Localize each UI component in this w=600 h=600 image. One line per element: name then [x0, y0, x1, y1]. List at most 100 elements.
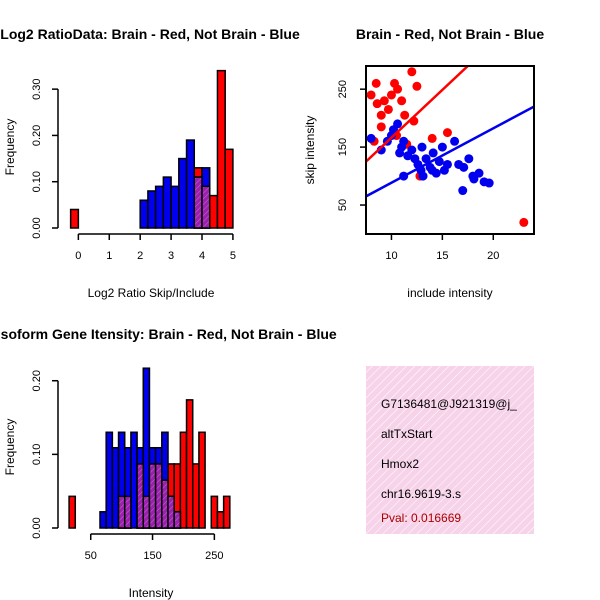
- info-pval: Pval: 0.016669: [381, 511, 461, 525]
- x-tick-label: 0: [75, 250, 81, 262]
- bar-brain: [69, 208, 80, 229]
- info-event: altTxStart: [381, 427, 433, 441]
- point-brain: [366, 90, 376, 100]
- y-tick-label: 0.30: [31, 78, 43, 99]
- bar-not-brain: [178, 157, 188, 229]
- x-tick-label: 150: [143, 550, 161, 562]
- y-tick-label: 150: [337, 138, 349, 156]
- chart-title: Skip Isoform Gene Itensity: Brain - Red,…: [0, 326, 337, 342]
- y-axis-label: Frequency: [3, 119, 17, 176]
- point-brain: [407, 67, 417, 77]
- bar-overlap: [123, 495, 132, 529]
- point-not-brain: [442, 159, 452, 169]
- bar-overlap: [154, 463, 163, 529]
- plot-frame: [365, 65, 535, 235]
- y-tick-label: 0.20: [31, 125, 43, 146]
- bar-overlap: [136, 463, 145, 529]
- scatter-plot-area: [366, 66, 534, 227]
- x-tick-label: 1: [106, 250, 112, 262]
- point-not-brain: [428, 148, 438, 158]
- bar-brain: [216, 511, 225, 529]
- x-tick-label: 5: [230, 250, 236, 262]
- bar-not-brain: [99, 511, 107, 529]
- bar-brain: [198, 431, 206, 529]
- point-brain: [371, 78, 381, 88]
- x-tick-label: 3: [168, 250, 174, 262]
- point-brain: [376, 110, 386, 120]
- x-tick-label: 4: [199, 250, 205, 262]
- point-not-brain: [459, 162, 469, 172]
- point-not-brain: [468, 171, 478, 181]
- y-tick-label: 50: [337, 199, 349, 211]
- point-not-brain: [450, 136, 460, 146]
- y-tick-label: 0.20: [31, 370, 43, 391]
- y-axis-label: skip intensity: [303, 116, 317, 185]
- bar-brain: [191, 463, 200, 529]
- point-not-brain: [393, 119, 403, 129]
- point-not-brain: [421, 154, 431, 164]
- point-not-brain: [458, 186, 468, 196]
- y-tick-label: 250: [337, 80, 349, 98]
- point-brain: [372, 99, 382, 109]
- point-not-brain: [417, 142, 427, 152]
- histogram-intensity: 50 150 250 0.00 0.10 0.20 Skip Isoform Gene It…: [0, 326, 337, 600]
- bar-not-brain: [105, 431, 114, 529]
- bar-not-brain: [170, 185, 180, 229]
- bar-overlap: [167, 495, 175, 529]
- chart-title: Log2 RatioData: Brain - Red, Not Brain -…: [0, 26, 300, 42]
- bar-not-brain: [162, 176, 172, 229]
- point-brain: [383, 104, 393, 114]
- bar-not-brain: [111, 446, 120, 529]
- point-not-brain: [366, 133, 376, 143]
- scatter-intensity: 10 15 20 50 150 250 Brain - Red, Not Brain - B…: [303, 26, 544, 300]
- x-tick-label: 2: [137, 250, 143, 262]
- fit-line-brain: [366, 66, 469, 163]
- point-brain: [412, 81, 422, 91]
- x-axis-label: Log2 Ratio Skip/Include: [88, 286, 215, 300]
- info-gene: Hmox2: [381, 457, 419, 471]
- x-tick-label: 15: [436, 250, 448, 262]
- bar-overlap: [161, 479, 169, 529]
- bar-brain: [222, 495, 231, 529]
- bar-not-brain: [147, 190, 157, 229]
- point-not-brain: [399, 136, 409, 146]
- bar-overlap: [148, 463, 157, 529]
- point-brain: [400, 110, 410, 120]
- bar-not-brain: [185, 139, 196, 229]
- point-not-brain: [427, 165, 437, 175]
- point-brain: [379, 96, 389, 106]
- y-tick-label: 0.10: [31, 171, 43, 192]
- point-brain: [519, 217, 529, 227]
- bar-brain: [216, 69, 226, 229]
- x-tick-label: 10: [385, 250, 397, 262]
- info-location: chr16.9619-3.s: [381, 487, 461, 501]
- point-brain: [386, 90, 396, 100]
- x-axis-label: include intensity: [407, 286, 492, 300]
- bar-brain: [224, 148, 234, 229]
- info-id: G7136481@J921319@j_: [381, 397, 517, 411]
- bar-overlap: [173, 511, 182, 529]
- x-tick-label: 20: [487, 250, 499, 262]
- y-axis-label: Frequency: [3, 419, 17, 476]
- y-tick-label: 0.10: [31, 444, 43, 465]
- point-not-brain: [407, 145, 417, 155]
- bar-brain: [185, 399, 194, 529]
- info-box-background: [366, 366, 534, 534]
- bar-overlap: [142, 495, 151, 529]
- chart-title: Brain - Red, Not Brain - Blue: [356, 26, 544, 42]
- bar-brain: [68, 495, 77, 529]
- point-brain: [376, 122, 386, 132]
- point-brain: [397, 96, 407, 106]
- point-not-brain: [437, 142, 447, 152]
- info-box: G7136481@J921319@j_ altTxStart Hmox2 chr…: [366, 366, 534, 534]
- bar-overlap: [201, 185, 211, 229]
- point-not-brain: [464, 154, 474, 164]
- point-brain: [427, 133, 437, 143]
- point-not-brain: [418, 171, 428, 181]
- bar-overlap: [193, 176, 203, 229]
- bar-not-brain: [130, 431, 138, 529]
- y-tick-label: 0.00: [31, 517, 43, 538]
- x-tick-label: 50: [85, 550, 97, 562]
- bar-brain: [210, 495, 219, 529]
